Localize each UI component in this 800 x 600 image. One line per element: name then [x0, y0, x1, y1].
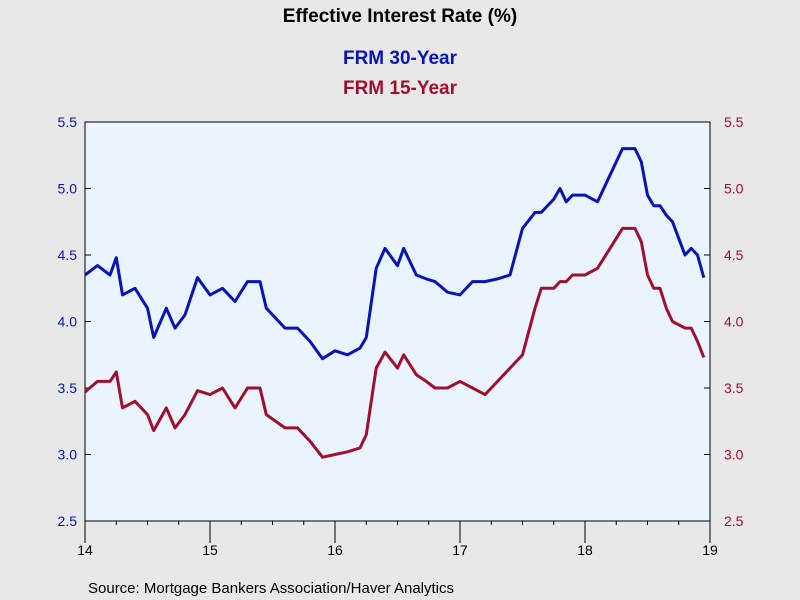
legend-label-series-2: FRM 15-Year — [343, 78, 458, 99]
series-lines — [84, 147, 706, 459]
x-tick-label: 14 — [77, 542, 93, 558]
series-line-1 — [84, 147, 706, 361]
y-tick-label-left: 2.5 — [58, 513, 78, 529]
y-tick-label-left: 3.0 — [58, 447, 78, 463]
plot-area — [84, 121, 711, 522]
y-tick-label-left: 4.5 — [58, 247, 78, 263]
y-tick-label-right: 2.5 — [724, 513, 744, 529]
y-tick-label-right: 4.5 — [724, 247, 744, 263]
chart-title: Effective Interest Rate (%) — [283, 6, 517, 27]
y-tick-label-right: 3.5 — [724, 380, 744, 396]
y-tick-label-right: 3.0 — [724, 447, 744, 463]
y-tick-label-right: 5.5 — [724, 114, 744, 130]
x-axis: 14 15 16 17 18 19 — [77, 521, 718, 558]
x-tick-label: 18 — [577, 542, 593, 558]
x-tick-label: 15 — [202, 542, 218, 558]
y-tick-label-right: 5.0 — [724, 181, 744, 197]
legend-label-series-1: FRM 30-Year — [343, 48, 458, 69]
x-tick-label: 19 — [702, 542, 718, 558]
y-tick-label-left: 3.5 — [58, 380, 78, 396]
y-axis-right: 5.5 5.0 4.5 4.0 3.5 3.0 2.5 — [704, 114, 744, 529]
y-tick-label-right: 4.0 — [724, 314, 744, 330]
y-tick-label-left: 4.0 — [58, 314, 78, 330]
x-tick-label: 17 — [452, 542, 468, 558]
y-axis-left: 5.5 5.0 4.5 4.0 3.5 3.0 2.5 — [58, 114, 91, 529]
source-note: Source: Mortgage Bankers Association/Hav… — [88, 580, 454, 597]
y-tick-label-left: 5.5 — [58, 114, 78, 130]
x-tick-label: 16 — [327, 542, 343, 558]
y-tick-label-left: 5.0 — [58, 181, 78, 197]
series-line-2 — [84, 226, 706, 459]
